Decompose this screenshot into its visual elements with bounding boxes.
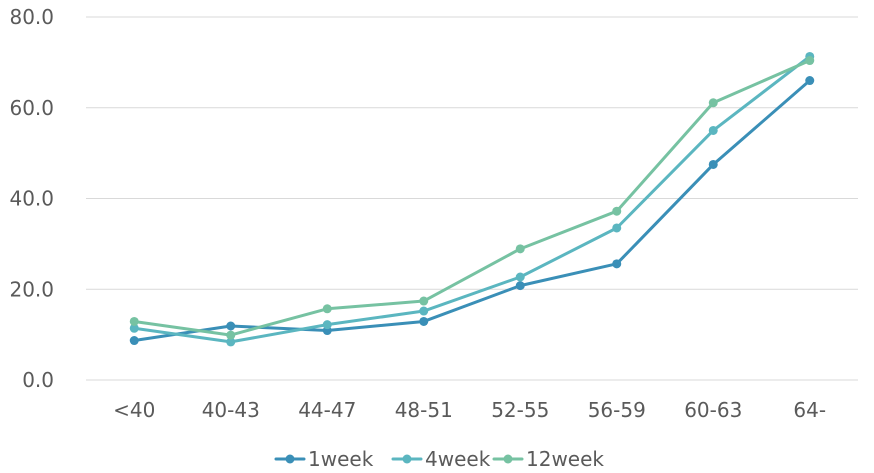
series-line-4week bbox=[132, 54, 812, 344]
data-point bbox=[419, 306, 429, 316]
data-point bbox=[708, 125, 718, 135]
data-point bbox=[322, 304, 332, 314]
legend-item-4week: 4week bbox=[391, 447, 491, 471]
series-line-12week bbox=[132, 59, 812, 337]
legend-marker-icon bbox=[402, 454, 412, 464]
x-tick-label: 44-47 bbox=[298, 398, 356, 422]
y-tick-label: 60.0 bbox=[9, 96, 54, 120]
x-tick-label: 52-55 bbox=[491, 398, 549, 422]
data-point bbox=[515, 272, 525, 282]
y-tick-label: 0.0 bbox=[22, 368, 54, 392]
series-4week bbox=[129, 51, 815, 347]
data-point bbox=[612, 206, 622, 216]
data-point bbox=[805, 56, 815, 66]
data-point bbox=[515, 244, 525, 254]
x-tick-label: <40 bbox=[113, 398, 155, 422]
legend-item-1week: 1week bbox=[274, 447, 374, 471]
legend-marker-icon bbox=[285, 454, 295, 464]
series-1week bbox=[129, 76, 815, 346]
legend: 1week 4week 12week bbox=[274, 447, 604, 471]
data-point bbox=[612, 223, 622, 233]
data-point bbox=[129, 323, 139, 333]
series-line-1week bbox=[132, 79, 812, 343]
data-point bbox=[612, 259, 622, 269]
series-12week bbox=[129, 56, 815, 340]
data-point bbox=[708, 159, 718, 169]
y-tick-label: 80.0 bbox=[9, 5, 54, 29]
x-tick-label: 40-43 bbox=[202, 398, 260, 422]
series-group bbox=[129, 51, 815, 347]
data-point bbox=[226, 330, 236, 340]
y-tick-label: 20.0 bbox=[9, 277, 54, 301]
data-point bbox=[129, 336, 139, 346]
legend-label: 4week bbox=[425, 447, 491, 471]
y-axis-ticks: 0.0 20.0 40.0 60.0 80.0 bbox=[9, 5, 54, 392]
data-point bbox=[322, 320, 332, 330]
data-point bbox=[708, 98, 718, 108]
data-point bbox=[515, 281, 525, 291]
data-point bbox=[226, 337, 236, 347]
x-tick-label: 56-59 bbox=[588, 398, 646, 422]
y-tick-label: 40.0 bbox=[9, 187, 54, 211]
x-tick-label: 64- bbox=[793, 398, 826, 422]
data-point bbox=[419, 296, 429, 306]
legend-item-12week: 12week bbox=[492, 447, 604, 471]
legend-label: 1week bbox=[308, 447, 374, 471]
x-tick-label: 60-63 bbox=[684, 398, 742, 422]
data-point bbox=[129, 316, 139, 326]
data-point bbox=[226, 321, 236, 331]
legend-label: 12week bbox=[526, 447, 604, 471]
data-point bbox=[419, 316, 429, 326]
x-tick-label: 48-51 bbox=[395, 398, 453, 422]
legend-marker-icon bbox=[503, 454, 513, 464]
data-point bbox=[805, 76, 815, 86]
x-axis-ticks: <40 40-43 44-47 48-51 52-55 56-59 60-63 64- bbox=[113, 398, 826, 422]
gridlines bbox=[86, 16, 858, 381]
